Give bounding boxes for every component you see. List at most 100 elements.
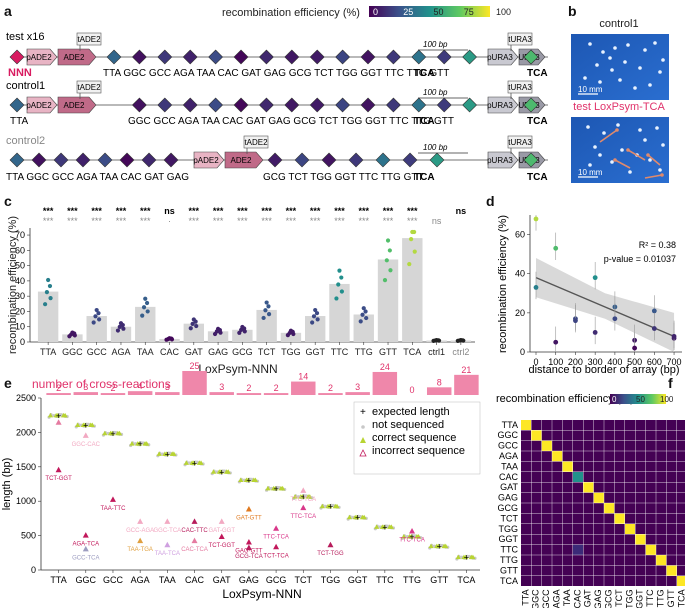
f-col-label: GCC [541,589,551,608]
c-xtick-label: AGA [111,347,130,357]
c-point [97,317,102,322]
c-xtick-label: CAC [160,347,180,357]
f-cell [583,524,594,534]
f-cell [625,534,635,545]
f-cell [583,430,594,441]
f-row-label: TTC [501,545,519,555]
e-correct-seq [298,494,304,499]
row1-scale: 100 bp [423,40,448,49]
e-legend-correct [360,437,366,443]
c-sig-bottom: *** [91,216,102,226]
e-xlabel: LoxPsym-NNN [222,587,301,601]
colony [658,168,662,172]
c-point [358,319,363,324]
colorbar-a-tick: 25 [403,7,413,17]
c-point [361,306,366,311]
c-point [121,326,126,331]
f-col-label: GGC [531,589,541,608]
f-cell [562,544,573,555]
f-cell [604,451,615,462]
e-cross-value: 2 [246,383,251,393]
e-cross-bar-TTC [372,371,398,395]
lox-site [284,97,300,113]
c-point [337,268,342,273]
e-correct-seq [359,514,366,520]
e-correct-seq [88,422,94,428]
lox-site [360,49,376,65]
e-cross-value: 3 [355,382,360,392]
f-cell [541,534,552,545]
d-point [592,330,598,335]
chart-c-xlabel: LoxPsym-NNN [198,362,277,376]
f-cell [593,420,604,430]
e-xtick-label: TCA [457,575,475,585]
colony [595,63,599,67]
ADE2-block [57,96,97,114]
c-point [382,278,388,283]
f-cell [573,430,583,441]
e-xtick-label: GAT [213,575,231,585]
f-cell [645,440,656,451]
f-cell [531,451,542,462]
e-cross-value: 21 [461,365,471,375]
f-cell [593,513,604,524]
f-cell [677,524,685,534]
lox-site [375,152,391,168]
f-cell [573,461,583,472]
c-ytick-label: 20 [15,306,25,316]
row2-label: control1 [6,80,45,92]
c-sig-bottom: *** [334,216,345,226]
c-sig-bottom: *** [407,216,418,226]
c-point [434,338,439,343]
colony [598,153,602,157]
colony-arrow [599,129,618,143]
e-xtick-label: TGG [321,575,341,585]
f-cell [645,576,656,586]
f-cell [531,576,542,586]
c-xtick-label: TAA [137,347,154,357]
c-bar-AGA [110,326,132,342]
colony-arrow-head [615,128,619,132]
f-cell [541,576,552,586]
e-cross-value: 25 [190,361,200,371]
lox-site [157,49,173,65]
c-ytick-label: 30 [15,291,25,301]
row1-tca: TCA [414,68,435,79]
e-legend-text: correct sequence [372,432,456,444]
f-cell [521,513,531,524]
e-legend-incorrect [359,449,367,457]
e-legend-text: expected length [372,406,450,418]
c-point [48,296,53,301]
f-colorbar-tick: 100 [660,395,674,404]
c-sig-top: *** [407,206,418,216]
f-cell [604,544,615,555]
e-correct-seq [115,430,121,436]
e-incorrect-label: AGA-TCA [72,542,99,548]
c-point [407,261,412,267]
colony [623,60,627,64]
e-correct-seq [210,469,217,474]
f-cell [604,555,615,566]
colony [648,83,652,87]
f-cell [531,492,542,503]
e-correct-seq [305,494,311,499]
colony [618,78,622,82]
d-point [651,326,657,331]
e-incorrect-seq [191,518,198,524]
c-xtick-label: GGT [305,347,325,357]
row2-sequence: GGC GCC AGA TAA CAC GAT GAG GCG TCT TGG … [128,116,454,127]
f-cell [677,482,685,493]
e-cross-value: 14 [298,372,308,382]
f-cell [521,420,531,430]
f-cell [541,492,552,503]
pURA3-text: pURA3 [487,156,513,165]
e-cross-bar-TCT [291,381,316,395]
f-cell [635,472,646,482]
f-cell [656,555,667,566]
f-cell [625,513,635,524]
e-correct-seq [406,533,413,539]
e-correct-seq [455,554,461,560]
tURA3-flag-label: tURA3 [508,138,532,147]
